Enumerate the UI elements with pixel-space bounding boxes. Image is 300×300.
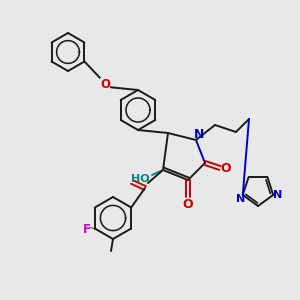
Text: HO: HO (131, 174, 149, 184)
Text: N: N (194, 128, 204, 142)
Text: O: O (221, 163, 231, 176)
Text: N: N (273, 190, 282, 200)
Text: O: O (183, 197, 193, 211)
Text: O: O (100, 77, 110, 91)
Text: F: F (83, 223, 91, 236)
Text: N: N (236, 194, 245, 204)
